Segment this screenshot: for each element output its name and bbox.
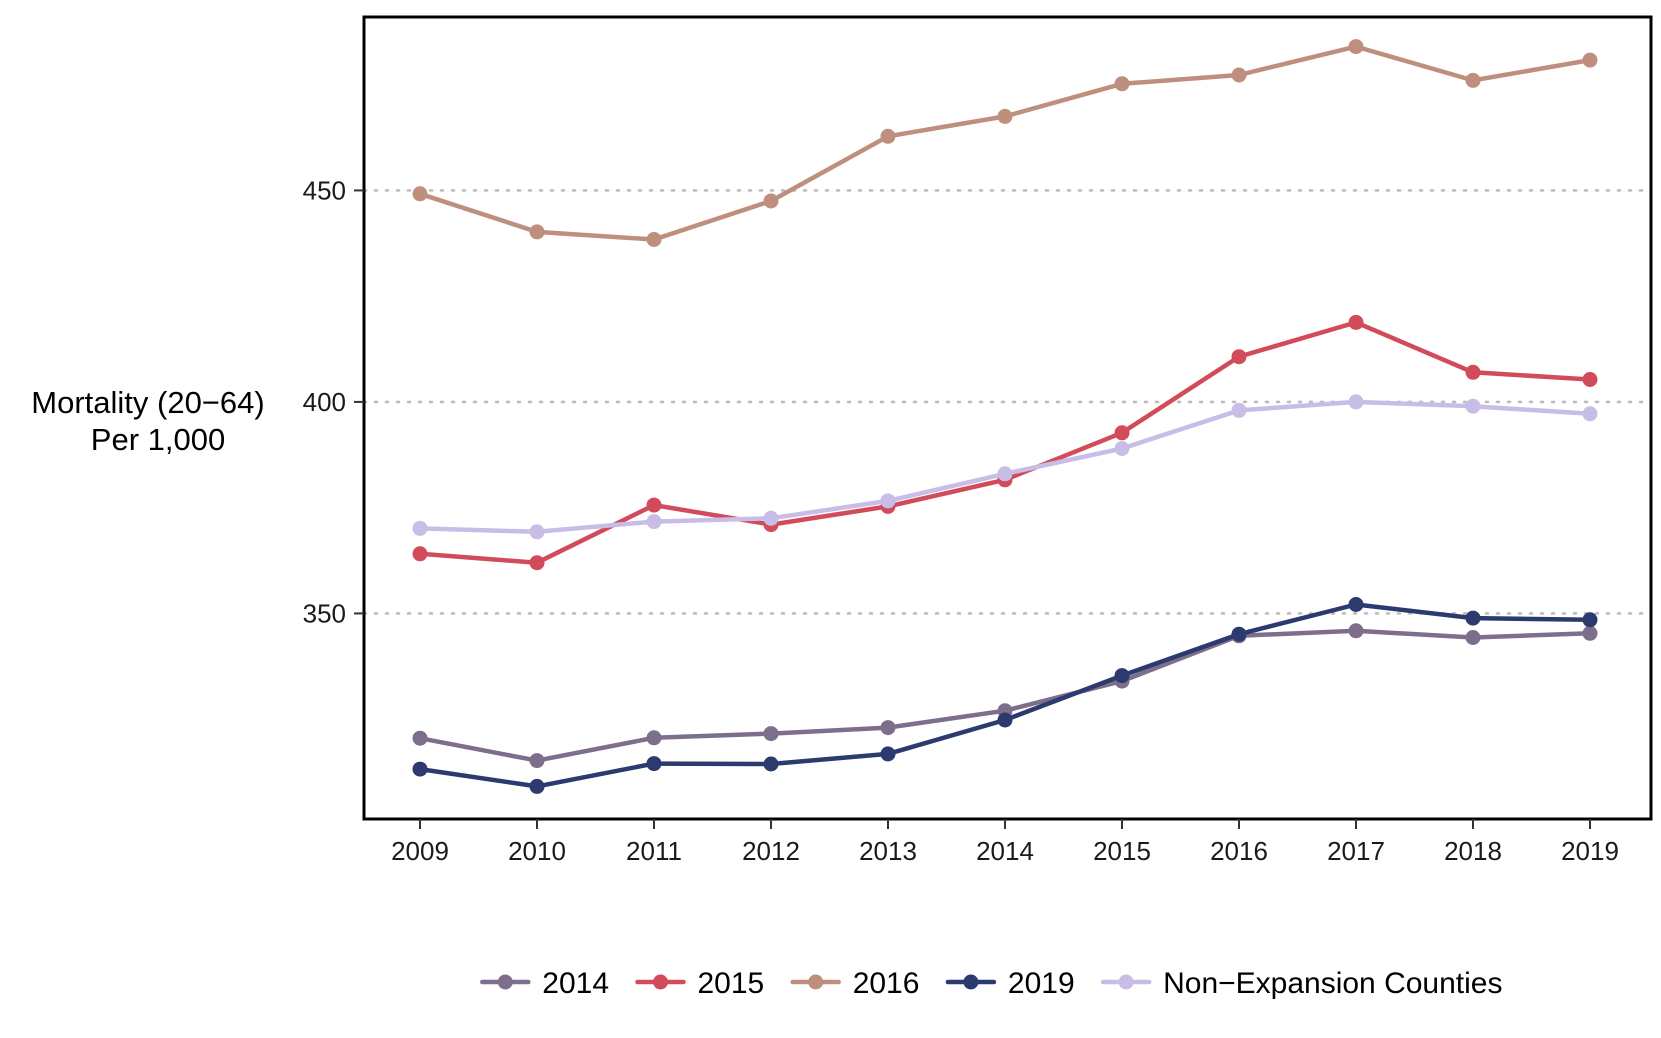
legend-item-2: 2016 bbox=[790, 967, 920, 1000]
series-2-point-2016 bbox=[1231, 67, 1247, 83]
series-4 bbox=[412, 394, 1598, 540]
y-tick-label-400: 400 bbox=[303, 387, 346, 417]
series-0-point-2012 bbox=[763, 726, 779, 742]
series-3-line bbox=[417, 602, 1593, 789]
legend-label-0: 2014 bbox=[542, 967, 609, 1000]
series-3-point-2011 bbox=[646, 756, 662, 772]
x-tick-label-2013: 2013 bbox=[859, 836, 917, 866]
x-tick-label-2016: 2016 bbox=[1210, 836, 1268, 866]
series-1-point-2017 bbox=[1348, 314, 1364, 330]
series-4-point-2013 bbox=[880, 493, 896, 509]
series-2-point-2015 bbox=[1114, 76, 1130, 92]
series-3-point-2019 bbox=[1582, 612, 1598, 628]
legend-item-0: 2014 bbox=[480, 967, 609, 1000]
y-axis-label: Mortality (20−64) Per 1,000 bbox=[31, 385, 264, 457]
series-1-point-2018 bbox=[1465, 364, 1481, 380]
series-4-point-2019 bbox=[1582, 406, 1598, 422]
legend: 2014 2015 2016 2019 Non−Expansion Counties bbox=[480, 967, 1502, 1000]
series-4-point-2018 bbox=[1465, 398, 1481, 414]
x-tick-label-2011: 2011 bbox=[626, 836, 682, 866]
series-2-point-2011 bbox=[646, 232, 662, 247]
x-tick-label-2018: 2018 bbox=[1444, 836, 1502, 866]
legend-item-1: 2015 bbox=[635, 967, 765, 1000]
series-0-point-2018 bbox=[1465, 630, 1481, 645]
series-0-point-2019 bbox=[1582, 625, 1598, 641]
series-2-line bbox=[417, 44, 1593, 242]
legend-item-4: Non−Expansion Counties bbox=[1100, 967, 1502, 1000]
series-3-point-2010 bbox=[529, 778, 545, 794]
series-1 bbox=[412, 314, 1598, 571]
series-4-point-2011 bbox=[646, 514, 662, 530]
series-0-point-2017 bbox=[1348, 623, 1364, 639]
series-2-point-2019 bbox=[1582, 52, 1598, 68]
series-4-point-2012 bbox=[763, 510, 779, 526]
y-axis-label-line-1: Mortality (20−64) bbox=[31, 385, 264, 420]
series-1-point-2010 bbox=[529, 555, 545, 571]
series-4-point-2009 bbox=[412, 520, 428, 536]
series-3-point-2012 bbox=[763, 756, 779, 772]
series-2-point-2017 bbox=[1348, 39, 1364, 55]
series-0-point-2009 bbox=[412, 730, 428, 746]
legend-key-point-4 bbox=[1118, 974, 1134, 990]
series-0-point-2013 bbox=[880, 720, 896, 736]
legend-key-point-3 bbox=[963, 974, 979, 990]
legend-key-point-2 bbox=[808, 974, 824, 990]
series-4-point-2015 bbox=[1114, 441, 1130, 456]
x-tick-label-2014: 2014 bbox=[976, 836, 1034, 866]
series-1-point-2009 bbox=[412, 546, 428, 562]
plot-frame bbox=[362, 15, 1653, 821]
legend-label-1: 2015 bbox=[698, 967, 765, 1000]
series-3 bbox=[412, 597, 1598, 794]
x-tick-label-2010: 2010 bbox=[508, 836, 566, 866]
series-3-point-2016 bbox=[1231, 626, 1247, 642]
series-3-point-2013 bbox=[880, 746, 896, 762]
series-3-point-2014 bbox=[997, 712, 1013, 728]
series-2-point-2013 bbox=[880, 128, 896, 144]
x-tick-label-2009: 2009 bbox=[391, 836, 449, 866]
series-3-point-2015 bbox=[1114, 668, 1130, 684]
y-tick-label-350: 350 bbox=[303, 598, 346, 628]
y-tick-label-450: 450 bbox=[303, 175, 346, 205]
series-2-point-2012 bbox=[763, 193, 779, 209]
legend-label-4: Non−Expansion Counties bbox=[1163, 967, 1502, 1000]
series-1-point-2019 bbox=[1582, 372, 1598, 387]
series-0-point-2010 bbox=[529, 753, 545, 769]
legend-key-point-0 bbox=[497, 974, 513, 990]
series-3-point-2018 bbox=[1465, 610, 1481, 626]
series-4-point-2010 bbox=[529, 524, 545, 540]
legend-label-2: 2016 bbox=[853, 967, 920, 1000]
x-tick-label-2017: 2017 bbox=[1327, 836, 1385, 866]
series-2-point-2014 bbox=[997, 108, 1013, 124]
series-3-point-2009 bbox=[412, 761, 428, 777]
series-2 bbox=[412, 39, 1598, 247]
series-3-point-2017 bbox=[1348, 597, 1364, 612]
legend-item-3: 2019 bbox=[945, 967, 1075, 1000]
axes: 350 400 450 2009 2010 2011 2012 2013 2014 2015 201… bbox=[303, 175, 1619, 866]
series-1-point-2016 bbox=[1231, 349, 1247, 365]
legend-key-point-1 bbox=[653, 974, 668, 990]
legend-label-3: 2019 bbox=[1008, 967, 1075, 1000]
series-4-point-2016 bbox=[1231, 402, 1247, 418]
series-4-point-2014 bbox=[997, 466, 1013, 482]
series-2-point-2018 bbox=[1465, 72, 1481, 88]
series-0-point-2011 bbox=[646, 730, 662, 746]
y-axis-label-line-2: Per 1,000 bbox=[91, 422, 225, 457]
series-1-point-2011 bbox=[646, 497, 662, 513]
x-tick-label-2012: 2012 bbox=[742, 836, 800, 866]
gridlines bbox=[362, 189, 1653, 615]
series-lines bbox=[412, 39, 1598, 794]
x-tick-label-2015: 2015 bbox=[1093, 836, 1151, 866]
series-2-point-2010 bbox=[529, 224, 545, 240]
series-1-point-2015 bbox=[1114, 425, 1130, 441]
series-2-point-2009 bbox=[412, 186, 428, 202]
x-tick-label-2019: 2019 bbox=[1561, 836, 1619, 866]
series-0 bbox=[412, 623, 1598, 769]
series-4-point-2017 bbox=[1348, 394, 1364, 410]
series-0-line bbox=[417, 628, 1593, 763]
